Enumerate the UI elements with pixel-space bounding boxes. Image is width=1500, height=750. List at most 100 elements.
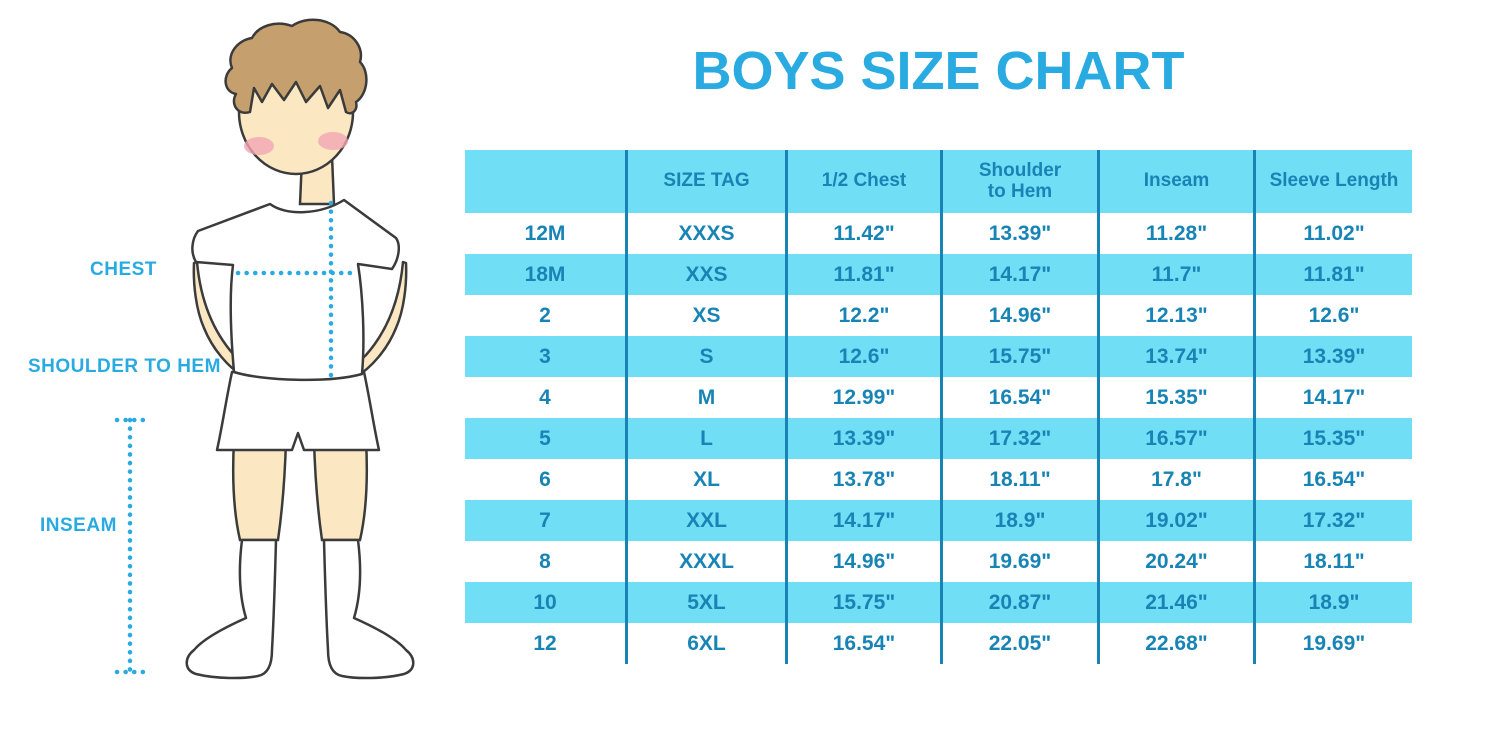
table-cell: 11.81": [785, 254, 940, 295]
table-header-row: SIZE TAG 1/2 Chest Shoulder to Hem Inseam Sl…: [465, 150, 1412, 213]
table-cell: 13.78": [785, 459, 940, 500]
table-cell: 18.9": [1253, 582, 1412, 623]
table-cell: S: [625, 336, 785, 377]
table-cell: 11.81": [1253, 254, 1412, 295]
table-cell: 12.6": [1253, 295, 1412, 336]
table-cell: 17.8": [1097, 459, 1253, 500]
boy-hair: [224, 18, 368, 115]
table-cell: XXL: [625, 500, 785, 541]
table-cell: 11.42": [785, 213, 940, 254]
table-cell: 19.69": [1253, 623, 1412, 664]
table-cell: 18.9": [940, 500, 1097, 541]
table-cell: 15.75": [785, 582, 940, 623]
table-cell: 17.32": [940, 418, 1097, 459]
boy-shorts: [215, 370, 381, 452]
table-cell: 16.54": [940, 377, 1097, 418]
boy-tshirt: [191, 198, 401, 382]
table-cell: XXXL: [625, 541, 785, 582]
table-cell: 16.54": [1253, 459, 1412, 500]
table-cell: 19.02": [1097, 500, 1253, 541]
page-title: BOYS SIZE CHART: [692, 41, 1185, 101]
table-cell: 6: [539, 467, 551, 491]
table-cell: 12.13": [1097, 295, 1253, 336]
table-cell: 18.11": [1253, 541, 1412, 582]
table-row: 6 XL 13.78" 18.11" 17.8" 16.54": [465, 459, 1412, 500]
table-cell: 5XL: [625, 582, 785, 623]
table-cell: 2: [539, 303, 551, 327]
chest-label: CHEST: [90, 259, 157, 280]
table-row: 7 XXL 14.17" 18.9" 19.02" 17.32": [465, 500, 1412, 541]
table-cell: 14.96": [785, 541, 940, 582]
table-row: 5 L 13.39" 17.32" 16.57" 15.35": [465, 418, 1412, 459]
table-cell: 18M: [524, 262, 566, 286]
boy-right-sock: [322, 538, 415, 680]
table-cell: 13.39": [1253, 336, 1412, 377]
table-cell: 4: [539, 385, 551, 409]
table-cell: 11.02": [1253, 213, 1412, 254]
size-table: SIZE TAG 1/2 Chest Shoulder to Hem Inseam Sl…: [465, 150, 1412, 664]
table-cell: 12.6": [785, 336, 940, 377]
table-row: 12M XXXS 11.42" 13.39" 11.28" 11.02": [465, 213, 1412, 254]
table-cell: 17.32": [1253, 500, 1412, 541]
table-cell: 12: [533, 631, 557, 655]
column-header: 1/2 Chest: [785, 150, 940, 213]
table-cell: 5: [539, 426, 551, 450]
shoulder-to-hem-label: SHOULDER TO HEM: [28, 356, 221, 377]
table-cell: 8: [539, 549, 551, 573]
table-cell: 19.69": [940, 541, 1097, 582]
table-cell: 11.28": [1097, 213, 1253, 254]
column-header: Shoulder to Hem: [940, 150, 1097, 213]
table-cell: 12M: [524, 221, 566, 245]
table-cell: 22.05": [940, 623, 1097, 664]
table-cell: 20.87": [940, 582, 1097, 623]
table-cell: 3: [539, 344, 551, 368]
table-cell: 12.2": [785, 295, 940, 336]
table-cell: 14.17": [785, 500, 940, 541]
table-cell: XXS: [625, 254, 785, 295]
table-cell: XS: [625, 295, 785, 336]
table-cell: XXXS: [625, 213, 785, 254]
table-cell: 15.75": [940, 336, 1097, 377]
table-cell: 11.7": [1097, 254, 1253, 295]
table-cell: 10: [533, 590, 557, 614]
boy-figure-illustration: [114, 18, 415, 680]
table-cell: 18.11": [940, 459, 1097, 500]
table-cell: 12.99": [785, 377, 940, 418]
boy-blush-right: [318, 132, 348, 150]
table-cell: M: [625, 377, 785, 418]
inseam-label: INSEAM: [40, 515, 117, 536]
column-header: [465, 150, 625, 213]
boy-left-sock: [185, 538, 278, 680]
table-cell: 20.24": [1097, 541, 1253, 582]
table-row: 10 5XL 15.75" 20.87" 21.46" 18.9": [465, 582, 1412, 623]
table-cell: 22.68": [1097, 623, 1253, 664]
table-cell: 13.74": [1097, 336, 1253, 377]
table-cell: 15.35": [1097, 377, 1253, 418]
table-cell: 16.54": [785, 623, 940, 664]
boy-right-leg: [312, 438, 368, 542]
table-cell: XL: [625, 459, 785, 500]
table-cell: 13.39": [785, 418, 940, 459]
table-row: 8 XXXL 14.96" 19.69" 20.24" 18.11": [465, 541, 1412, 582]
column-header: SIZE TAG: [625, 150, 785, 213]
table-cell: 15.35": [1253, 418, 1412, 459]
table-cell: 14.17": [940, 254, 1097, 295]
table-row: 12 6XL 16.54" 22.05" 22.68" 19.69": [465, 623, 1412, 664]
column-header: Sleeve Length: [1253, 150, 1412, 213]
table-cell: 13.39": [940, 213, 1097, 254]
table-row: 2 XS 12.2" 14.96" 12.13" 12.6": [465, 295, 1412, 336]
table-cell: 16.57": [1097, 418, 1253, 459]
table-cell: L: [625, 418, 785, 459]
boy-blush-left: [244, 137, 274, 155]
table-row: 4 M 12.99" 16.54" 15.35" 14.17": [465, 377, 1412, 418]
column-header: Inseam: [1097, 150, 1253, 213]
table-row: 3 S 12.6" 15.75" 13.74" 13.39": [465, 336, 1412, 377]
boy-left-leg: [232, 438, 288, 542]
table-row: 18M XXS 11.81" 14.17" 11.7" 11.81": [465, 254, 1412, 295]
table-cell: 6XL: [625, 623, 785, 664]
table-cell: 7: [539, 508, 551, 532]
table-cell: 21.46": [1097, 582, 1253, 623]
table-cell: 14.17": [1253, 377, 1412, 418]
table-cell: 14.96": [940, 295, 1097, 336]
